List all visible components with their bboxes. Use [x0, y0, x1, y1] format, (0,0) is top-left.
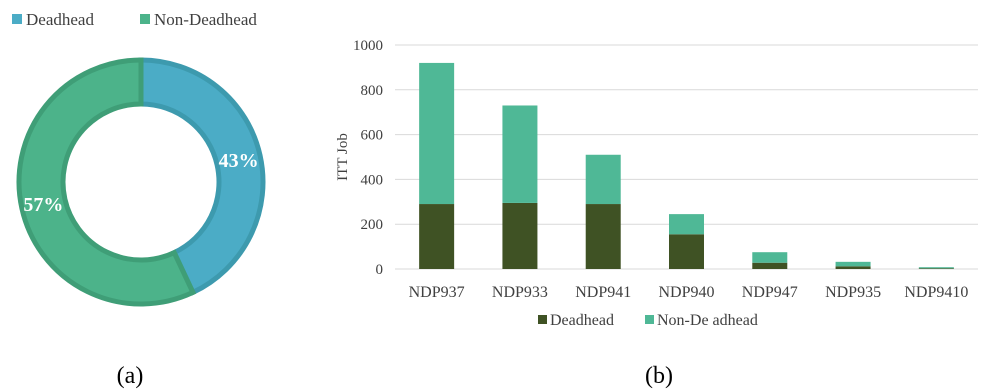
- x-tick-label: NDP933: [492, 284, 548, 301]
- bar-non-deadhead-ndp933: [502, 105, 538, 203]
- donut-slice-deadhead: [138, 57, 266, 296]
- legend-swatch-deadhead: [12, 14, 22, 24]
- x-tick-label: NDP935: [825, 284, 881, 301]
- caption-b: (b): [645, 363, 673, 389]
- y-tick-label: 200: [361, 217, 384, 233]
- bar-marks: [419, 62, 954, 269]
- donut-label-non-deadhead: 57%: [23, 194, 63, 216]
- caption-a: (a): [117, 363, 144, 389]
- bar-legend-label-deadhead: Deadhead: [550, 312, 614, 329]
- y-axis-ticks: 0 200 400 600 800 1000: [353, 38, 383, 278]
- x-tick-label: NDP937: [409, 284, 465, 301]
- bar-legend-swatch-non-deadhead: [645, 315, 654, 324]
- bar-non-deadhead-ndp947: [752, 252, 788, 263]
- y-tick-label: 0: [376, 262, 384, 278]
- bar-legend-label-non-deadhead: Non-De adhead: [657, 312, 758, 329]
- bar-non-deadhead-ndp9410: [918, 267, 954, 269]
- bar-deadhead-ndp935: [835, 266, 871, 269]
- y-tick-label: 800: [361, 83, 384, 99]
- donut-legend: Deadhead Non-Deadhead: [12, 10, 257, 29]
- donut-slice-non-deadhead: [16, 57, 197, 307]
- legend-swatch-non-deadhead: [140, 14, 150, 24]
- bar-non-deadhead-ndp941: [585, 154, 621, 205]
- x-tick-label: NDP941: [575, 284, 631, 301]
- bar-legend-swatch-deadhead: [538, 315, 547, 324]
- y-tick-label: 1000: [353, 38, 383, 54]
- bar-legend: Deadhead Non-De adhead: [538, 312, 758, 329]
- bar-deadhead-ndp941: [585, 204, 621, 269]
- x-axis-ticks: NDP937 NDP933 NDP941 NDP940 NDP947 NDP935 NDP9…: [409, 284, 969, 301]
- bar-non-deadhead-ndp940: [669, 214, 704, 235]
- y-tick-label: 400: [361, 172, 384, 188]
- bar-non-deadhead-ndp937: [419, 62, 455, 205]
- bar-deadhead-ndp937: [419, 204, 455, 269]
- bar-deadhead-ndp9410: [918, 268, 954, 269]
- bar-deadhead-ndp933: [502, 202, 538, 269]
- donut-label-deadhead: 43%: [219, 150, 259, 172]
- bar-deadhead-ndp947: [752, 262, 788, 269]
- bar-deadhead-ndp940: [669, 234, 704, 269]
- x-tick-label: NDP947: [742, 284, 798, 301]
- x-tick-label: NDP940: [658, 284, 714, 301]
- legend-label-non-deadhead: Non-Deadhead: [154, 10, 257, 29]
- y-axis-label: ITT Job: [335, 133, 351, 181]
- legend-label-deadhead: Deadhead: [26, 10, 94, 29]
- y-tick-label: 600: [361, 128, 384, 144]
- bar-non-deadhead-ndp935: [835, 261, 871, 267]
- donut-chart: 43% 57%: [16, 57, 266, 307]
- x-tick-label: NDP9410: [904, 284, 968, 301]
